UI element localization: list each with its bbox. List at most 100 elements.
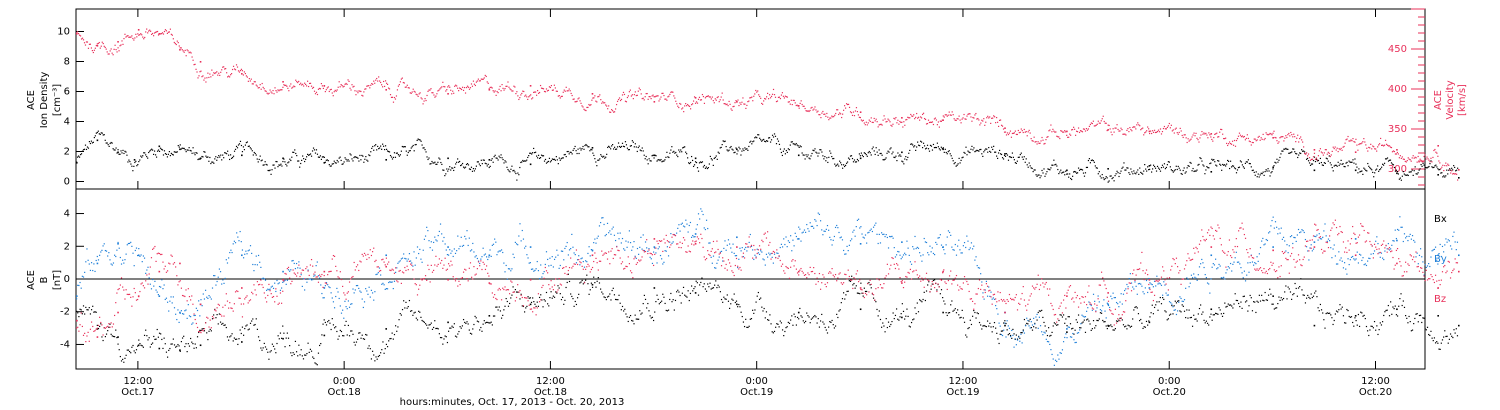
by-sample-548: [707, 227, 709, 230]
bx-sample-1152: [1402, 300, 1404, 302]
velocity-sample-289: [361, 94, 363, 96]
by-sample-728: [914, 235, 916, 238]
velocity-sample-761: [827, 116, 829, 118]
density-sample-272: [344, 157, 346, 159]
bx-sample-1191: [1447, 342, 1449, 344]
by-sample-594: [760, 250, 762, 252]
velocity-sample-354: [425, 99, 427, 102]
by-point-25: [1148, 287, 1151, 289]
density-point-25: [1148, 165, 1151, 167]
density-sample-274: [346, 160, 348, 162]
velocity-sample-403: [473, 83, 476, 85]
density-sample-435: [505, 161, 507, 163]
density-sample-213: [286, 165, 288, 167]
by-sample-119: [213, 275, 215, 277]
bx-sample-485: [634, 314, 636, 316]
velocity-sample-697: [764, 97, 766, 100]
bx-sample-1046: [1280, 297, 1282, 299]
bx-sample-116: [209, 328, 211, 331]
by-sample-595: [761, 251, 763, 253]
bx-sample-1059: [1295, 287, 1297, 290]
velocity-sample-915: [979, 124, 981, 126]
density-sample-391: [461, 162, 464, 165]
by-sample-637: [809, 222, 811, 224]
bx-sample-392: [527, 296, 529, 298]
velocity-sample-316: [387, 87, 390, 89]
bx-sample-803: [1000, 330, 1002, 332]
velocity-sample-333: [404, 86, 406, 88]
velocity-sample-531: [600, 99, 602, 101]
density-sample-832: [897, 152, 899, 154]
bx-sample-269: [385, 343, 387, 346]
velocity-sample-585: [653, 96, 655, 98]
density-sample-184: [257, 161, 259, 163]
by-sample-503: [655, 252, 657, 254]
density-sample-685: [752, 141, 754, 143]
density-sample-634: [701, 161, 704, 163]
density-sample-1289: [1348, 160, 1350, 162]
bx-sample-754: [944, 303, 946, 305]
velocity-sample-614: [682, 107, 684, 109]
density-sample-928: [992, 148, 994, 151]
density-sample-196: [269, 169, 271, 171]
velocity-sample-207: [280, 89, 282, 91]
bx-sample-356: [485, 321, 488, 324]
density-sample-1023: [1085, 166, 1088, 169]
velocity-sample-957: [1020, 128, 1022, 130]
density-sample-1256: [1315, 158, 1318, 160]
velocity-sample-261: [333, 91, 335, 93]
by-sample-370: [502, 251, 504, 254]
density-sample-294: [366, 159, 368, 161]
by-sample-569: [731, 251, 733, 253]
velocity-sample-136: [210, 76, 212, 78]
velocity-sample-709: [775, 100, 778, 103]
bx-sample-1172: [1425, 329, 1427, 331]
density-sample-449: [519, 166, 521, 169]
bx-sample-506: [658, 303, 660, 305]
density-sample-992: [1055, 163, 1057, 165]
density-sample-315: [386, 150, 389, 152]
density-sample-63: [138, 160, 140, 163]
velocity-sample-1113: [1174, 128, 1176, 130]
bx-sample-225: [335, 326, 337, 328]
bx-sample-117: [210, 330, 212, 332]
by-sample-701: [883, 233, 885, 235]
bx-sample-1007: [1235, 299, 1237, 302]
bx-sample-788: [983, 324, 985, 327]
bx-sample-1080: [1319, 303, 1322, 306]
density-sample-404: [474, 168, 477, 170]
bx-sample-320: [444, 335, 446, 337]
velocity-sample-975: [1038, 142, 1040, 145]
density-sample-1132: [1193, 170, 1195, 173]
velocity-sample-517: [586, 106, 588, 109]
density-sample-754: [820, 149, 822, 151]
by-sample-577: [740, 250, 742, 252]
bx-sample-166: [267, 351, 269, 353]
density-sample-179: [252, 154, 254, 156]
velocity-sample-77: [152, 32, 154, 35]
by-sample-30: [110, 263, 112, 265]
bx-sample-726: [912, 319, 914, 321]
bx-sample-144: [241, 326, 244, 328]
density-sample-1172: [1232, 165, 1235, 167]
velocity-sample-828: [893, 117, 895, 119]
bx-sample-102: [193, 347, 195, 349]
velocity-sample-124: [198, 75, 200, 77]
velocity-sample-649: [716, 96, 718, 99]
velocity-sample-1268: [1327, 151, 1329, 153]
by-sample-430: [571, 233, 573, 236]
by-sample-597: [763, 259, 765, 261]
by-sample-387: [521, 229, 523, 232]
density-sample-1067: [1129, 173, 1131, 175]
velocity-sample-640: [707, 95, 709, 97]
by-sample-280: [398, 261, 400, 263]
velocity-sample-487: [556, 90, 558, 92]
density-sample-1069: [1131, 171, 1133, 173]
density-sample-1104: [1165, 166, 1168, 169]
bx-sample-744: [932, 279, 935, 282]
bx-sample-436: [578, 293, 580, 295]
by-sample-591: [756, 248, 758, 250]
density-sample-548: [616, 146, 619, 148]
density-sample-905: [969, 151, 971, 154]
velocity-point-13: [529, 85, 532, 87]
